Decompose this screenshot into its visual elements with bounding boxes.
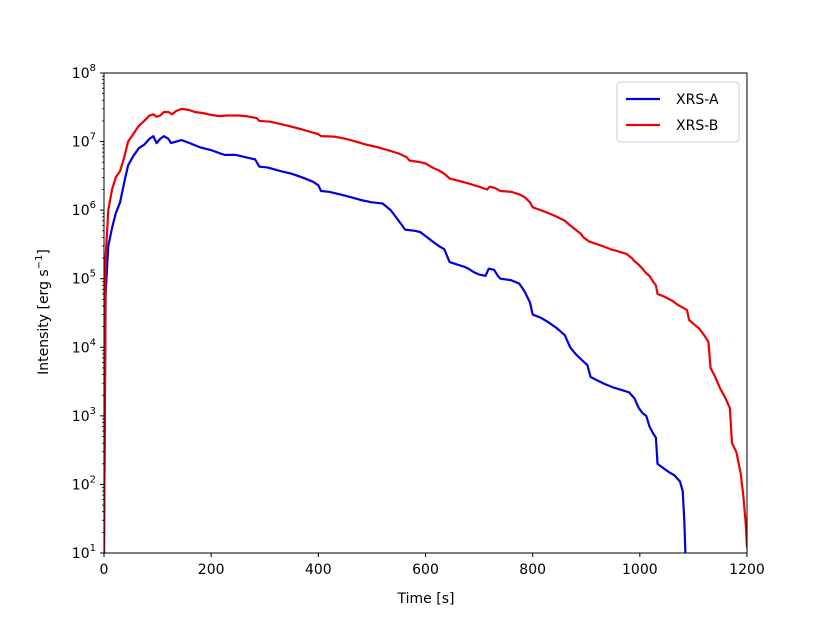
x-tick-label: 1000 bbox=[622, 562, 658, 578]
y-tick-label: 107 bbox=[72, 132, 96, 151]
x-tick-label: 800 bbox=[519, 562, 546, 578]
legend-label-xrs-a: XRS-A bbox=[676, 92, 719, 108]
plot-frame bbox=[103, 72, 748, 554]
x-tick-label: 1200 bbox=[729, 562, 765, 578]
axes-layer bbox=[103, 72, 748, 554]
legend-label-xrs-b: XRS-B bbox=[676, 118, 718, 134]
y-tick-label: 103 bbox=[72, 406, 96, 425]
y-tick-label: 105 bbox=[72, 269, 96, 288]
x-tick-label: 200 bbox=[198, 562, 225, 578]
series-line-xrs-a bbox=[104, 135, 687, 553]
ticks-layer: 0 200 400 600 800 1000 1200 101 102 103 104 105 106 1… bbox=[72, 63, 765, 578]
y-tick-label: 104 bbox=[72, 337, 96, 356]
x-axis-label: Time [s] bbox=[397, 591, 455, 607]
x-tick-label: 400 bbox=[305, 562, 332, 578]
y-tick-label: 108 bbox=[72, 63, 96, 82]
y-tick-label: 106 bbox=[72, 200, 96, 219]
legend: XRS-A XRS-B bbox=[616, 81, 740, 143]
legend-box bbox=[616, 81, 740, 143]
x-tick-label: 600 bbox=[412, 562, 439, 578]
x-tick-label: 0 bbox=[100, 562, 109, 578]
y-axis-label: Intensity [erg s−1] bbox=[34, 249, 52, 375]
series-line-xrs-b bbox=[104, 107, 747, 553]
y-tick-label: 101 bbox=[72, 543, 96, 562]
series-layer bbox=[104, 107, 747, 553]
y-tick-label: 102 bbox=[72, 474, 96, 493]
